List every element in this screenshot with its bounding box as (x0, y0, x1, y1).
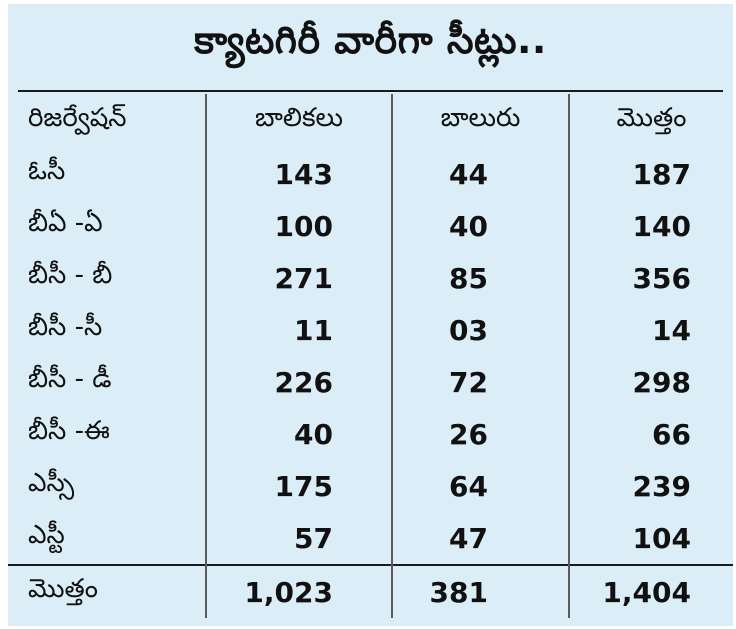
total-total: 1,404 (568, 564, 733, 618)
row-girls: 143 (205, 148, 392, 200)
table-row: ఓసీ 143 44 187 (8, 148, 733, 200)
total-row: మొత్తం 1,023 381 1,404 (8, 564, 733, 618)
row-boys: 47 (391, 512, 569, 565)
row-category: బీసీ -సీ (28, 312, 103, 342)
table-row: బీఏ -ఏ 100 40 140 (8, 200, 733, 252)
row-girls: 100 (205, 200, 392, 252)
row-girls: 11 (205, 304, 392, 356)
row-category: బీసీ -ఈ (28, 416, 110, 446)
table-title: క్యాటగిరీ వారీగా సీట్లు.. (194, 18, 547, 62)
row-boys: 40 (391, 200, 569, 252)
row-total: 239 (568, 460, 733, 512)
row-total: 298 (568, 356, 733, 408)
row-boys: 72 (391, 356, 569, 408)
table-row: బీసీ - బీ 271 85 356 (8, 252, 733, 304)
row-total: 187 (568, 148, 733, 200)
row-girls: 57 (205, 512, 392, 565)
row-boys: 85 (391, 252, 569, 304)
row-category: బీసీ - బీ (28, 260, 113, 290)
row-category: ఓసీ (28, 156, 66, 186)
table-row: బీసీ -ఈ 40 26 66 (8, 408, 733, 460)
total-boys: 381 (391, 564, 569, 618)
total-girls: 1,023 (205, 564, 392, 618)
row-boys: 64 (391, 460, 569, 512)
total-label: మొత్తం (8, 564, 206, 618)
row-category: బీఏ -ఏ (28, 208, 103, 238)
header-reservation: రిజర్వేషన్ (28, 103, 127, 133)
row-boys: 26 (391, 408, 569, 460)
row-total: 140 (568, 200, 733, 252)
row-category: ఎస్టీ (28, 520, 65, 550)
title-divider (18, 90, 723, 92)
row-girls: 175 (205, 460, 392, 512)
row-girls: 226 (205, 356, 392, 408)
table-row: ఎస్టీ 57 47 104 (8, 512, 733, 565)
header-total: మొత్తం (568, 94, 733, 148)
row-girls: 40 (205, 408, 392, 460)
table-row: ఎస్సీ 175 64 239 (8, 460, 733, 512)
table-row: బీసీ - డీ 226 72 298 (8, 356, 733, 408)
seats-table: రిజర్వేషన్ బాలికలు బాలురు మొత్తం ఓసీ 143… (8, 94, 733, 618)
row-total: 356 (568, 252, 733, 304)
row-boys: 44 (391, 148, 569, 200)
row-total: 104 (568, 512, 733, 565)
row-total: 14 (568, 304, 733, 356)
header-boys: బాలురు (391, 94, 569, 148)
seats-table-card: క్యాటగిరీ వారీగా సీట్లు.. రిజర్వేషన్ బాల… (8, 4, 733, 626)
header-row: రిజర్వేషన్ బాలికలు బాలురు మొత్తం (8, 94, 733, 148)
header-girls: బాలికలు (205, 94, 392, 148)
row-boys: 03 (391, 304, 569, 356)
table-row: బీసీ -సీ 11 03 14 (8, 304, 733, 356)
row-category: బీసీ - డీ (28, 364, 112, 394)
row-category: ఎస్సీ (28, 468, 75, 498)
row-total: 66 (568, 408, 733, 460)
row-girls: 271 (205, 252, 392, 304)
